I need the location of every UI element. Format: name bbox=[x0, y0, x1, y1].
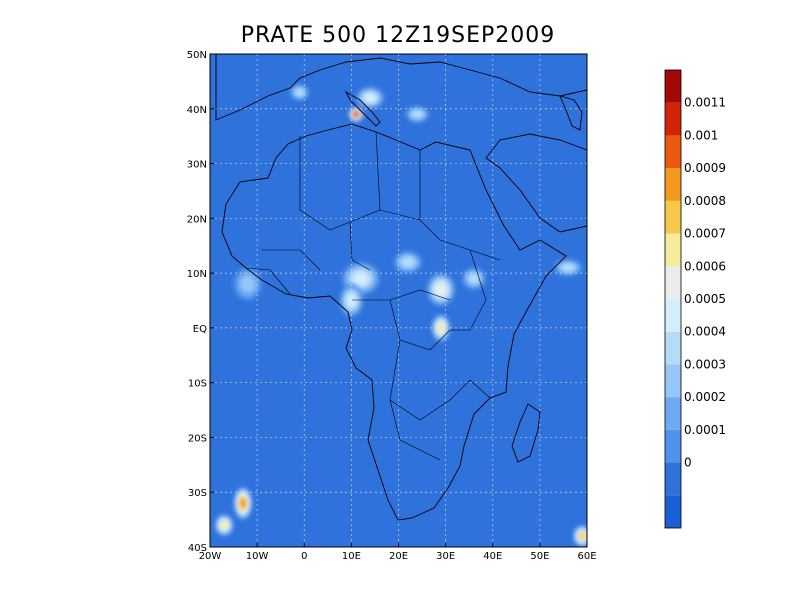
lon-tick-label: 40E bbox=[483, 551, 502, 562]
precip-cell-iberia-north bbox=[290, 84, 309, 101]
precip-cell-southwest-tail bbox=[214, 514, 234, 537]
africa-coastline bbox=[221, 123, 567, 521]
coastlines bbox=[215, 54, 587, 521]
colorbar-bin bbox=[665, 495, 681, 528]
lon-tick-label: 10E bbox=[342, 551, 361, 562]
lon-tick-label: 30E bbox=[436, 551, 455, 562]
precip-contour bbox=[295, 88, 304, 96]
precip-contour bbox=[239, 497, 247, 509]
colorbar-label: 0.0008 bbox=[684, 194, 726, 208]
colorbar-bin bbox=[665, 364, 681, 398]
lat-tick-label: 30N bbox=[187, 160, 207, 171]
precip-contour bbox=[412, 110, 423, 118]
lon-tick-label: 60E bbox=[577, 551, 596, 562]
lat-tick-label: 50N bbox=[187, 50, 207, 61]
arabia-coastline bbox=[485, 133, 587, 233]
lat-tick-label: 30S bbox=[188, 488, 207, 499]
colorbar-bin bbox=[665, 429, 681, 463]
colorbar-bin bbox=[665, 135, 681, 169]
colorbar: 0 0.0001 0.0002 0.0003 0.0004 0.0005 0.0006 0.0… bbox=[664, 69, 726, 529]
colorbar-bin bbox=[665, 200, 681, 234]
colorbar-bin bbox=[665, 70, 681, 103]
colorbar-label: 0.0005 bbox=[684, 292, 726, 306]
colorbar-bin bbox=[665, 266, 681, 299]
precip-contour bbox=[468, 273, 480, 284]
lat-tick-label: 20N bbox=[187, 214, 207, 225]
italy-coastline bbox=[344, 90, 381, 127]
precip-contour bbox=[353, 111, 359, 117]
madagascar-coastline bbox=[511, 403, 541, 463]
colorbar-label: 0.001 bbox=[684, 128, 718, 142]
colorbar-label: 0.0001 bbox=[684, 423, 726, 437]
precip-cell-somalia bbox=[554, 259, 583, 276]
colorbar-label: 0.0011 bbox=[684, 96, 726, 110]
borders bbox=[245, 131, 501, 461]
precip-cell-adriatic bbox=[356, 86, 385, 109]
map-title: PRATE 500 12Z19SEP2009 bbox=[241, 23, 556, 48]
latitude-ticks: 50N 40N 30N 20N 10N EQ 10S 20S 30S 40S bbox=[187, 50, 214, 554]
lat-tick-label: 20S bbox=[188, 433, 207, 444]
colorbar-label: 0.0006 bbox=[684, 259, 726, 273]
colorbar-label: 0.0003 bbox=[684, 357, 726, 371]
precipitation-field bbox=[214, 84, 587, 547]
europe-coastline bbox=[215, 54, 587, 121]
precip-cell-guinea-coast bbox=[233, 267, 262, 301]
colorbar-bin bbox=[665, 168, 681, 201]
precip-cell-ethiopia bbox=[462, 267, 486, 290]
lat-tick-label: 10S bbox=[188, 379, 207, 390]
precip-contour bbox=[401, 257, 415, 267]
lon-tick-label: 20W bbox=[199, 551, 222, 562]
precip-contour bbox=[435, 283, 447, 296]
precip-contour bbox=[220, 521, 228, 530]
colorbar-label: 0.0009 bbox=[684, 161, 726, 175]
colorbar-bin bbox=[665, 397, 681, 430]
colorbar-label: 0 bbox=[684, 456, 692, 470]
precip-contour bbox=[579, 532, 586, 540]
colorbar-bin bbox=[665, 233, 681, 267]
lat-tick-label: 40S bbox=[188, 543, 207, 554]
caspian-outline bbox=[559, 95, 583, 131]
precip-contour bbox=[353, 272, 369, 286]
lon-tick-label: 20E bbox=[389, 551, 408, 562]
map-grid bbox=[210, 54, 587, 547]
colorbar-bin bbox=[665, 462, 681, 496]
precip-cell-aegean bbox=[405, 106, 430, 123]
colorbar-bin bbox=[665, 299, 681, 332]
lat-tick-label: EQ bbox=[193, 324, 207, 335]
lon-tick-label: 0 bbox=[301, 551, 307, 562]
precip-cell-south-sudan bbox=[426, 273, 456, 306]
colorbar-label: 0.0007 bbox=[684, 227, 726, 241]
lat-tick-label: 40N bbox=[187, 105, 207, 116]
precip-contour bbox=[240, 275, 255, 293]
precip-contour bbox=[364, 93, 376, 103]
map-plot-area bbox=[210, 54, 587, 547]
colorbar-bin bbox=[665, 331, 681, 365]
colorbar-frame bbox=[664, 69, 682, 529]
colorbar-label: 0.0004 bbox=[684, 325, 726, 339]
lat-tick-label: 10N bbox=[187, 269, 207, 280]
precip-contour bbox=[561, 264, 575, 272]
precip-cell-tyrrhenian-cell bbox=[348, 106, 364, 122]
precip-cell-southwest-swell bbox=[233, 486, 253, 520]
colorbar-bin bbox=[665, 102, 681, 136]
lon-tick-label: 50E bbox=[530, 551, 549, 562]
precip-cell-southeast-corner bbox=[572, 525, 587, 547]
lon-tick-label: 10W bbox=[246, 551, 269, 562]
colorbar-label: 0.0002 bbox=[684, 390, 726, 404]
longitude-ticks: 20W 10W 0 10E 20E 30E 40E 50E 60E bbox=[199, 543, 597, 562]
precip-cell-sahel-east bbox=[393, 251, 423, 274]
